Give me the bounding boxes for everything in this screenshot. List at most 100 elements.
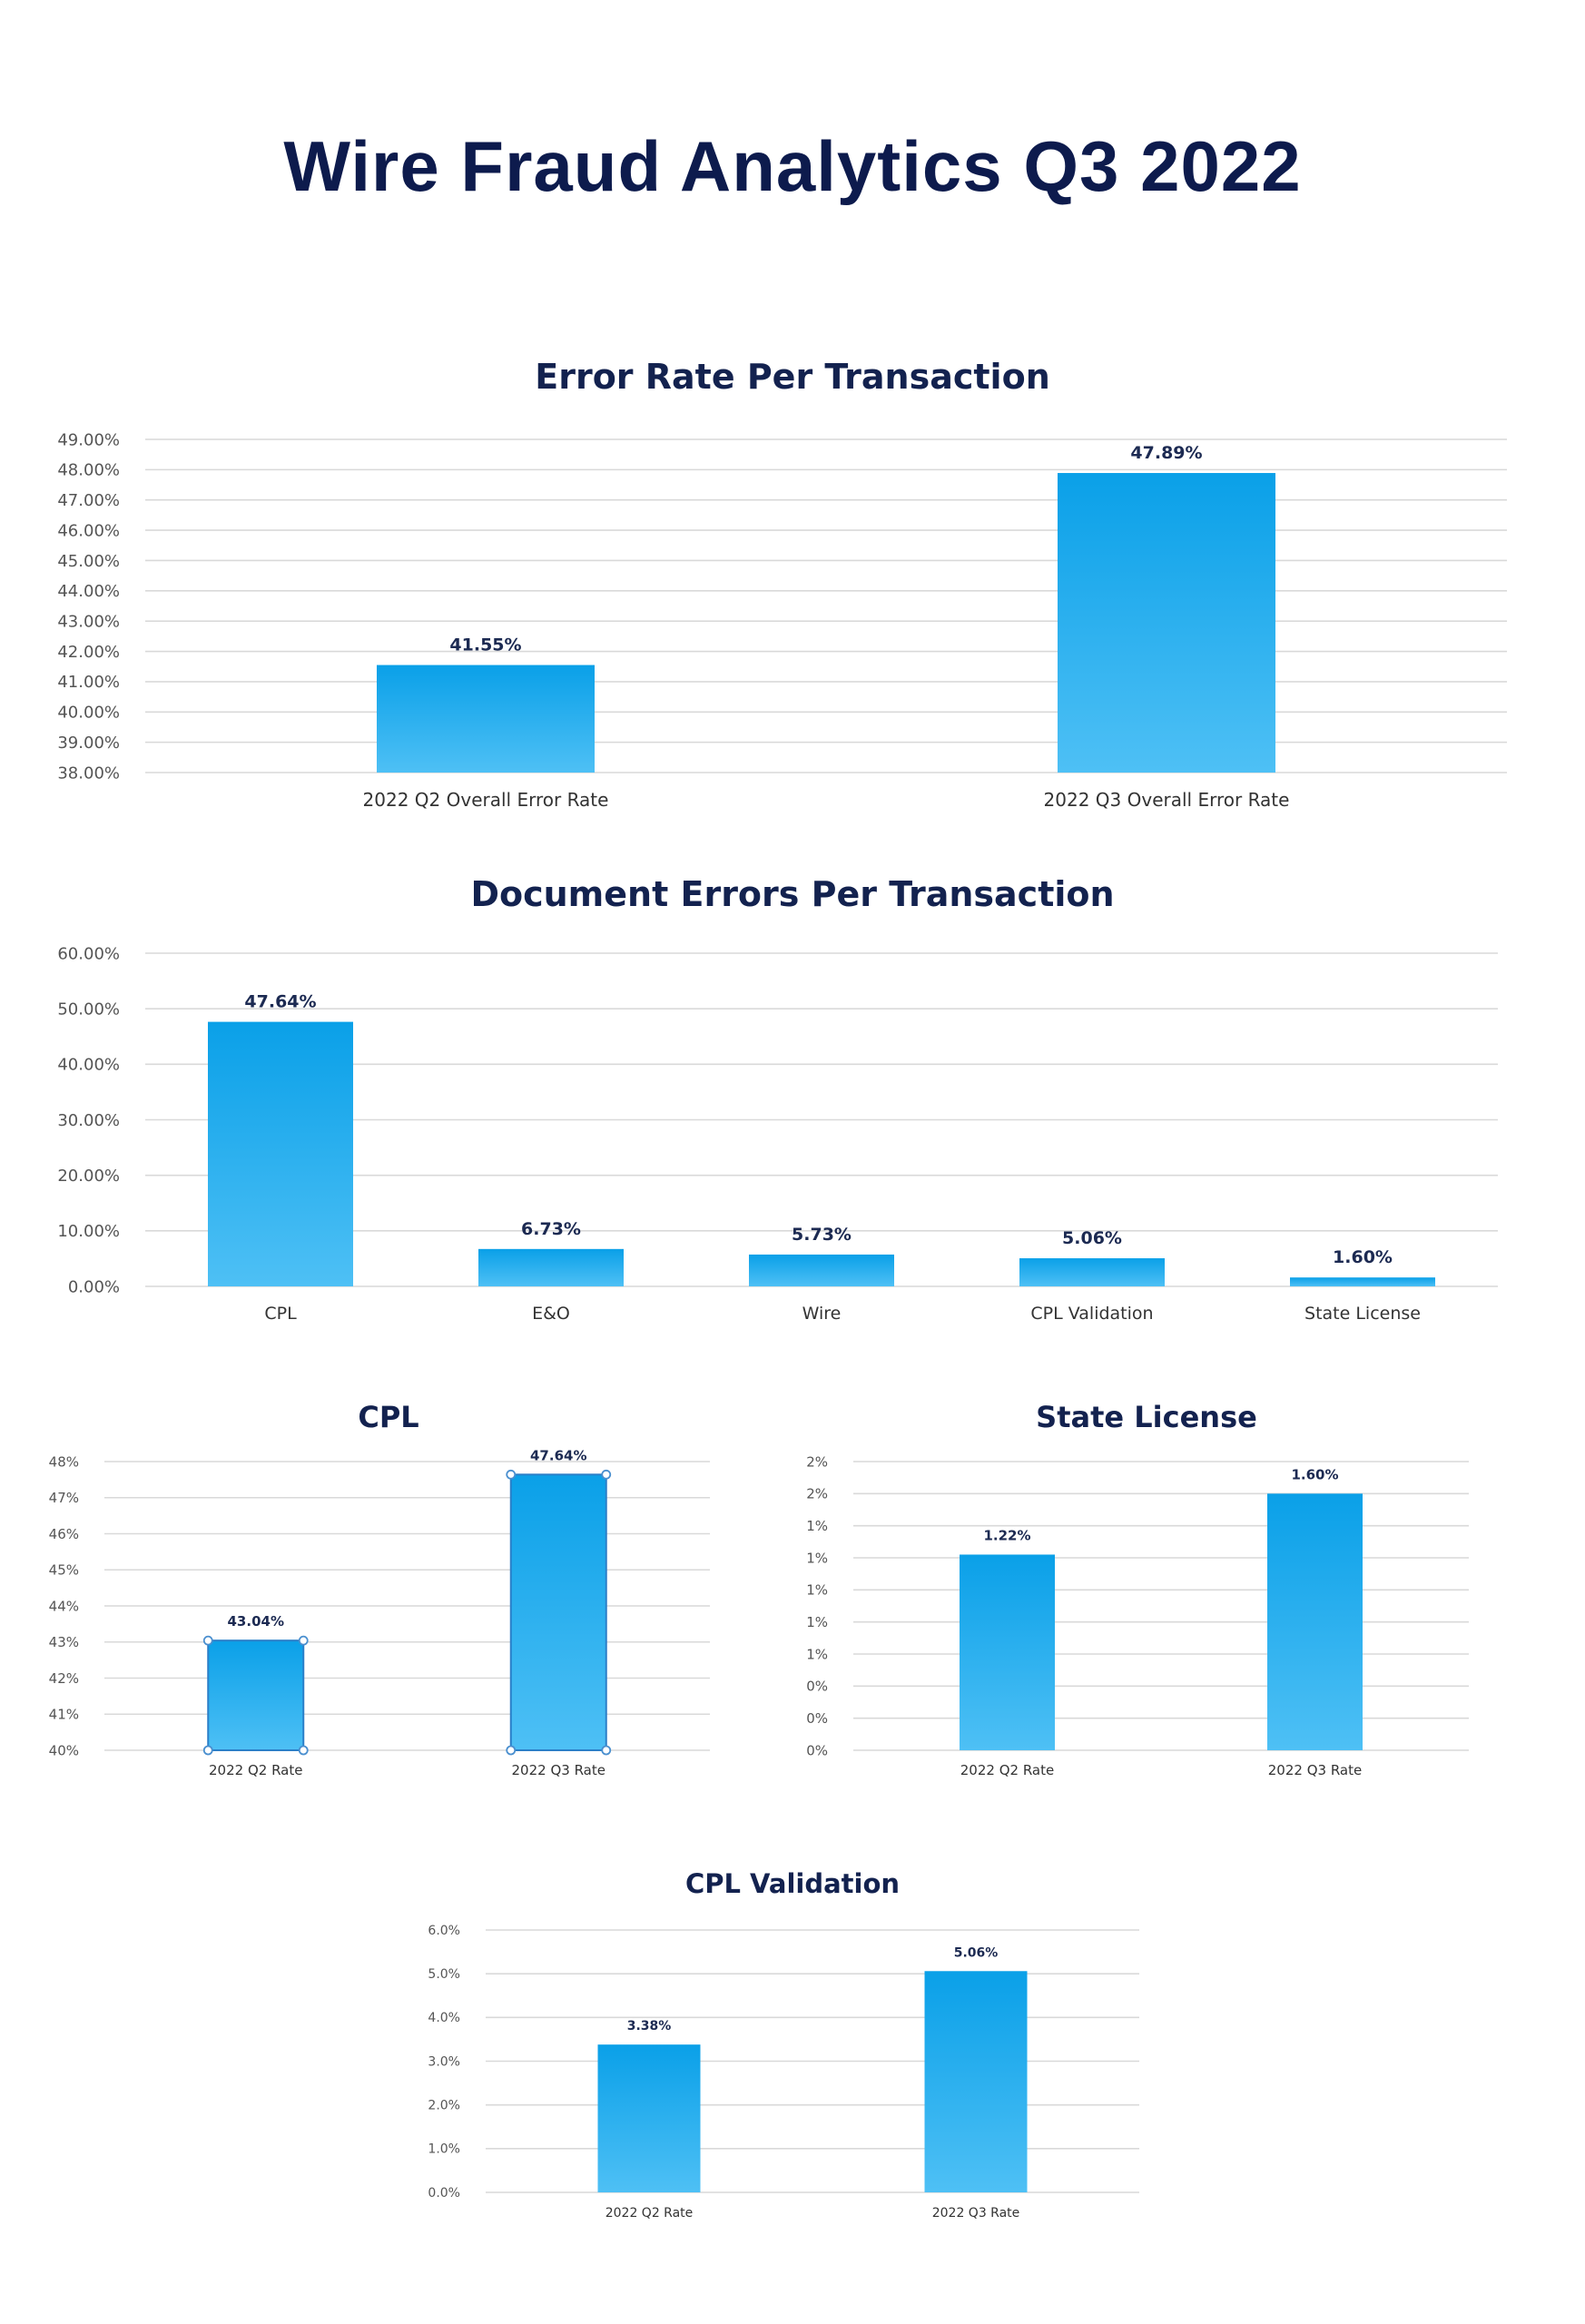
bar: [207, 1640, 305, 1751]
y-tick-label: 43.00%: [57, 612, 120, 631]
selection-handle[interactable]: [601, 1469, 612, 1480]
chart-title: State License: [1036, 1400, 1257, 1434]
y-tick-label: 3.0%: [428, 2054, 460, 2069]
y-tick-label: 1%: [806, 1550, 828, 1566]
data-label: 5.06%: [954, 1945, 999, 1960]
y-tick-label: 45%: [49, 1562, 79, 1579]
bar: [924, 1971, 1028, 2192]
category-label: 2022 Q2 Overall Error Rate: [363, 789, 609, 811]
y-tick-label: 48.00%: [57, 461, 120, 480]
category-label: 2022 Q3 Rate: [512, 1762, 605, 1778]
selection-handle[interactable]: [298, 1635, 309, 1646]
selection-handle[interactable]: [298, 1745, 309, 1756]
data-label: 41.55%: [449, 635, 521, 655]
y-tick-label: 42%: [49, 1670, 79, 1687]
y-tick-label: 20.00%: [57, 1167, 120, 1186]
bar: [478, 1248, 624, 1286]
y-tick-label: 48%: [49, 1453, 79, 1470]
y-tick-label: 1%: [806, 1582, 828, 1599]
y-tick-label: 49.00%: [57, 430, 120, 449]
y-tick-label: 6.0%: [428, 1924, 460, 1938]
y-tick-label: 40.00%: [57, 704, 120, 723]
chart-title: CPL: [358, 1400, 418, 1434]
bar: [749, 1254, 894, 1286]
chart-title: Error Rate Per Transaction: [535, 357, 1050, 397]
y-tick-label: 43%: [49, 1634, 79, 1650]
bar: [208, 1021, 353, 1286]
y-tick-label: 1%: [806, 1646, 828, 1662]
y-tick-label: 2%: [806, 1453, 828, 1470]
category-label: 2022 Q3 Rate: [932, 2206, 1020, 2221]
y-tick-label: 40%: [49, 1742, 79, 1758]
y-tick-label: 38.00%: [57, 763, 120, 783]
y-tick-label: 10.00%: [57, 1222, 120, 1241]
y-tick-label: 39.00%: [57, 734, 120, 753]
y-tick-label: 0%: [806, 1710, 828, 1727]
y-tick-label: 0.0%: [428, 2186, 460, 2201]
data-label: 6.73%: [521, 1219, 581, 1239]
cpl-chart: CPL 40% 41% 42% 43% 44% 45% 46% 47% 48% 43.04% 2022…: [49, 1400, 710, 1778]
chart-title: CPL Validation: [685, 1868, 900, 1899]
y-tick-label: 47.00%: [57, 491, 120, 510]
data-label: 5.06%: [1062, 1228, 1122, 1248]
error-rate-chart: Error Rate Per Transaction 38.00% 39.00% 40…: [57, 357, 1507, 811]
category-label: CPL: [264, 1304, 297, 1324]
data-label: 47.64%: [244, 992, 316, 1012]
y-tick-label: 1%: [806, 1518, 828, 1534]
data-label: 47.64%: [530, 1447, 586, 1463]
category-label: E&O: [532, 1304, 570, 1324]
category-label: State License: [1304, 1304, 1421, 1324]
y-tick-label: 46.00%: [57, 521, 120, 540]
y-tick-label: 44%: [49, 1598, 79, 1614]
data-label: 47.89%: [1130, 443, 1202, 463]
selection-handle[interactable]: [202, 1635, 213, 1646]
selection-handle[interactable]: [506, 1469, 517, 1480]
category-label: Wire: [802, 1304, 842, 1324]
bar: [1290, 1277, 1435, 1286]
y-tick-label: 41%: [49, 1707, 79, 1723]
selection-handle[interactable]: [506, 1745, 517, 1756]
y-tick-label: 5.0%: [428, 1967, 460, 1982]
y-tick-label: 47%: [49, 1490, 79, 1506]
y-tick-label: 41.00%: [57, 673, 120, 692]
y-tick-label: 2%: [806, 1486, 828, 1502]
selection-handle[interactable]: [601, 1745, 612, 1756]
y-tick-label: 30.00%: [57, 1111, 120, 1130]
category-label: CPL Validation: [1030, 1304, 1153, 1324]
y-tick-label: 42.00%: [57, 643, 120, 662]
category-label: 2022 Q2 Rate: [209, 1762, 302, 1778]
bar: [509, 1473, 607, 1751]
category-label: 2022 Q3 Rate: [1268, 1762, 1362, 1778]
y-tick-label: 1%: [806, 1614, 828, 1630]
selection-handle[interactable]: [202, 1745, 213, 1756]
state-license-chart: State License 0% 0% 0% 1% 1% 1% 1% 1% 2% 2% 1.22% 20…: [806, 1400, 1469, 1778]
y-tick-label: 50.00%: [57, 1000, 120, 1019]
y-tick-label: 0%: [806, 1742, 828, 1758]
category-label: 2022 Q3 Overall Error Rate: [1044, 789, 1290, 811]
data-label: 1.22%: [983, 1527, 1030, 1543]
bar: [1267, 1493, 1363, 1750]
y-tick-label: 0.00%: [68, 1277, 120, 1296]
y-tick-label: 4.0%: [428, 2011, 460, 2025]
data-label: 5.73%: [792, 1225, 852, 1245]
data-label: 1.60%: [1333, 1247, 1393, 1267]
bar: [1019, 1258, 1165, 1286]
bar: [960, 1554, 1055, 1750]
bar: [377, 665, 595, 773]
bar: [1058, 473, 1275, 773]
y-tick-label: 40.00%: [57, 1056, 120, 1075]
chart-title: Document Errors Per Transaction: [470, 874, 1114, 914]
data-label: 1.60%: [1291, 1466, 1338, 1482]
y-tick-label: 44.00%: [57, 582, 120, 601]
y-tick-label: 46%: [49, 1526, 79, 1542]
data-label: 43.04%: [228, 1613, 284, 1630]
category-label: 2022 Q2 Rate: [605, 2206, 694, 2221]
y-tick-label: 60.00%: [57, 944, 120, 963]
data-label: 3.38%: [627, 2019, 672, 2034]
y-tick-label: 2.0%: [428, 2099, 460, 2113]
y-tick-label: 1.0%: [428, 2142, 460, 2157]
document-errors-chart: Document Errors Per Transaction 0.00% 10.0…: [57, 874, 1498, 1324]
category-label: 2022 Q2 Rate: [960, 1762, 1054, 1778]
page-title: Wire Fraud Analytics Q3 2022: [283, 126, 1302, 206]
y-tick-label: 0%: [806, 1679, 828, 1695]
